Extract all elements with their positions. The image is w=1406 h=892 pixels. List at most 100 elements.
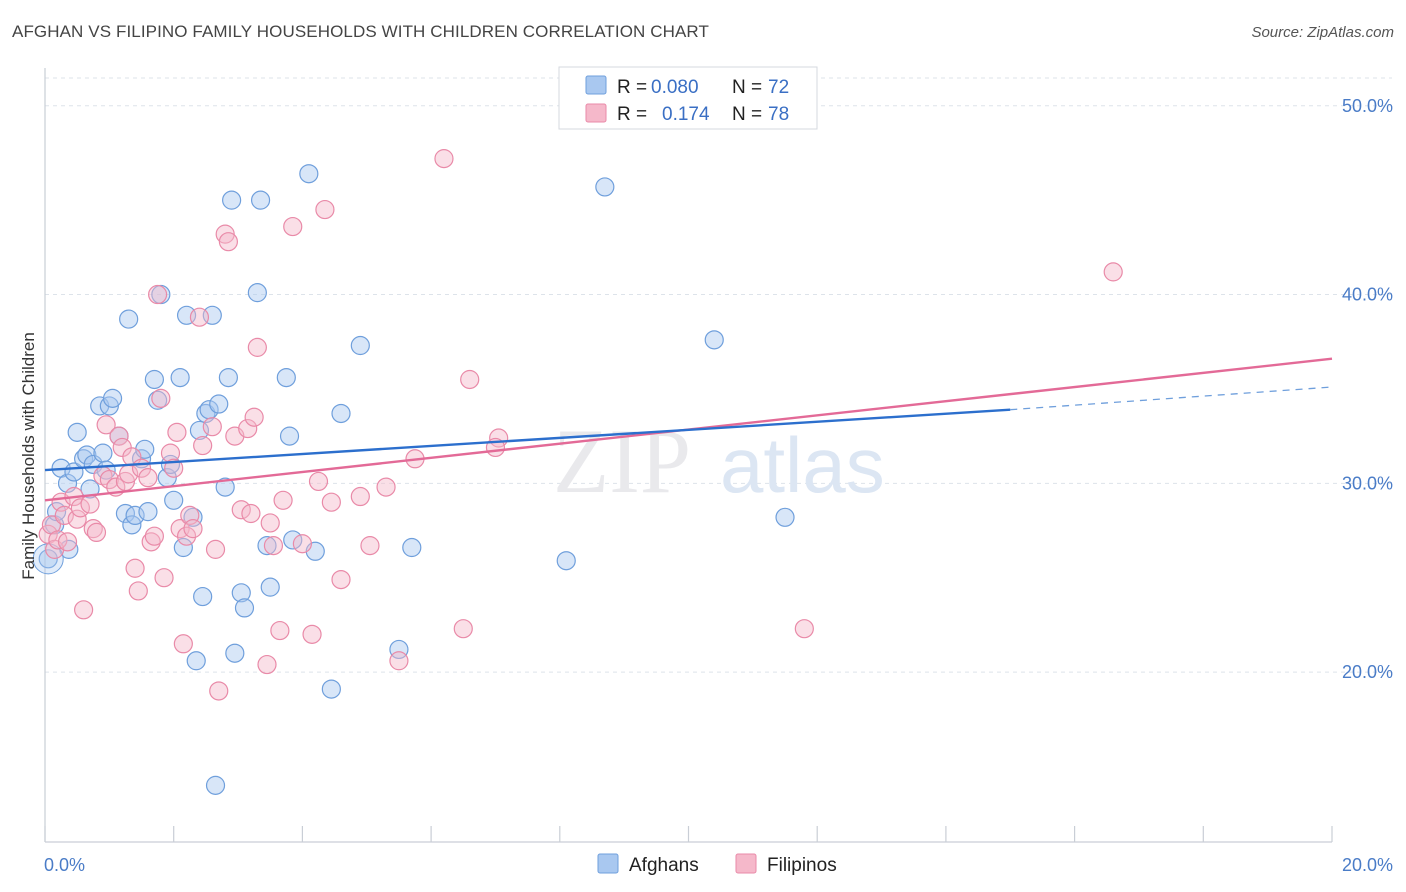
afghans-point-49 — [247, 283, 267, 303]
bottom-legend-swatch-afghans — [597, 853, 619, 874]
filipinos-point-30 — [151, 388, 171, 408]
legend-afghans-r-value: 0.080 — [651, 77, 699, 98]
afghans-point-66 — [775, 507, 795, 527]
filipinos-point-43 — [205, 539, 226, 559]
afghans-point-31 — [170, 368, 190, 388]
filipinos-point-59 — [292, 534, 312, 554]
filipinos-point-60 — [302, 624, 322, 644]
zipatlas-watermark: ZIP atlas — [553, 410, 885, 512]
filipinos-point-15 — [96, 415, 116, 435]
afghans-point-60 — [350, 335, 370, 356]
legend-afghans-r-label: R = — [617, 77, 647, 98]
filipinos-point-51 — [244, 407, 264, 427]
afghans-point-52 — [260, 577, 280, 597]
bottom-legend-afghans: Afghans — [629, 855, 699, 876]
afghans-point-47 — [231, 583, 251, 603]
x-axis-ticks — [44, 826, 1333, 842]
afghans-point-61 — [389, 639, 409, 660]
bottom-legend-filipinos: Filipinos — [767, 855, 837, 876]
filipinos-point-11 — [80, 494, 100, 514]
filipinos-point-52 — [247, 337, 267, 357]
filipinos-point-58 — [283, 216, 303, 237]
y-tick-label-50: 50.0% — [1342, 96, 1393, 116]
afghans-point-62 — [402, 537, 422, 558]
filipinos-point-41 — [193, 435, 213, 456]
afghans-point-9 — [77, 445, 97, 465]
chart-title: AFGHAN VS FILIPINO FAMILY HOUSEHOLDS WIT… — [12, 22, 709, 41]
filipinos-point-12 — [83, 519, 103, 539]
afghans-point-53 — [276, 368, 296, 388]
filipinos-point-29 — [148, 284, 168, 305]
afghans-point-44 — [218, 368, 238, 388]
filipinos-point-44 — [209, 681, 229, 701]
afghans-point-35 — [186, 651, 206, 671]
y-tick-labels: 20.0% 30.0% 40.0% 50.0% — [1342, 96, 1393, 682]
filipinos-point-63 — [321, 492, 341, 512]
afghans-point-34 — [183, 507, 203, 527]
filipinos-point-48 — [231, 500, 251, 520]
filipinos-point-28 — [144, 526, 164, 546]
bottom-legend-swatch-filipinos — [735, 853, 757, 874]
afghans-point-59 — [331, 403, 351, 424]
filipinos-point-71 — [453, 619, 473, 639]
y-tick-label-40: 40.0% — [1342, 285, 1393, 305]
afghans-point-65 — [704, 330, 724, 350]
afghans-point-30 — [164, 490, 184, 510]
afghans-point-54 — [279, 426, 300, 446]
filipinos-point-76 — [1103, 262, 1123, 282]
filipinos-point-3 — [48, 530, 68, 550]
afghans-point-36 — [189, 420, 210, 441]
afghans-point-46 — [225, 643, 245, 663]
afghans-point-10 — [80, 479, 100, 499]
watermark-atlas: atlas — [720, 421, 885, 509]
afghans-point-25 — [144, 369, 164, 390]
afghans-point-26 — [148, 390, 168, 410]
filipinos-point-70 — [434, 149, 454, 169]
afghans-point-41 — [205, 775, 226, 795]
afghans-point-19 — [119, 309, 139, 329]
filipinos-point-23 — [125, 558, 145, 578]
filipinos-point-57 — [273, 490, 293, 510]
filipinos-point-26 — [138, 468, 158, 488]
source-label: Source: ZipAtlas.com — [1251, 24, 1394, 41]
filipinos-point-10 — [74, 600, 94, 620]
filipinos-point-66 — [360, 536, 380, 556]
filipinos-point-72 — [460, 369, 480, 390]
afghans-point-43 — [215, 477, 235, 497]
filipinos-point-61 — [308, 471, 329, 492]
watermark-zip: ZIP — [553, 410, 691, 512]
afghans-point-56 — [299, 164, 319, 184]
filipinos-point-54 — [260, 513, 280, 533]
afghans-point-0 — [38, 549, 58, 569]
filipinos-point-39 — [183, 519, 203, 539]
filipinos-point-33 — [164, 458, 184, 478]
afghans-point-18 — [115, 503, 136, 524]
filipinos-point-36 — [173, 634, 193, 654]
filipinos-point-6 — [57, 532, 78, 552]
legend-afghans-n-label: N = — [732, 77, 762, 98]
filipinos-point-34 — [167, 422, 187, 442]
afghans-point-29 — [160, 454, 181, 475]
afghans-point-64 — [595, 177, 615, 197]
filipinos-point-65 — [350, 486, 370, 507]
afghans-point-55 — [283, 530, 303, 550]
afghans-point-13 — [93, 443, 113, 463]
afghans-point-50 — [250, 190, 271, 210]
filipinos-point-68 — [389, 651, 409, 671]
afghans-point-37 — [193, 586, 213, 607]
afghans-point-63 — [556, 551, 576, 571]
filipinos-point-9 — [70, 498, 90, 518]
filipinos-point-40 — [189, 307, 210, 327]
filipinos-point-55 — [263, 536, 284, 556]
filipinos-point-31 — [154, 568, 174, 588]
filipinos-point-18 — [109, 426, 129, 446]
legend-afghans-n-value: 72 — [768, 77, 789, 98]
afghans-point-51 — [257, 536, 277, 556]
afghans-point-16 — [102, 388, 123, 408]
filipinos-point-64 — [331, 569, 351, 590]
afghans-point-21 — [125, 505, 145, 526]
filipinos-point-62 — [315, 199, 335, 220]
legend-filipinos-r-label: R = — [617, 104, 647, 125]
afghans-point-45 — [222, 190, 242, 210]
